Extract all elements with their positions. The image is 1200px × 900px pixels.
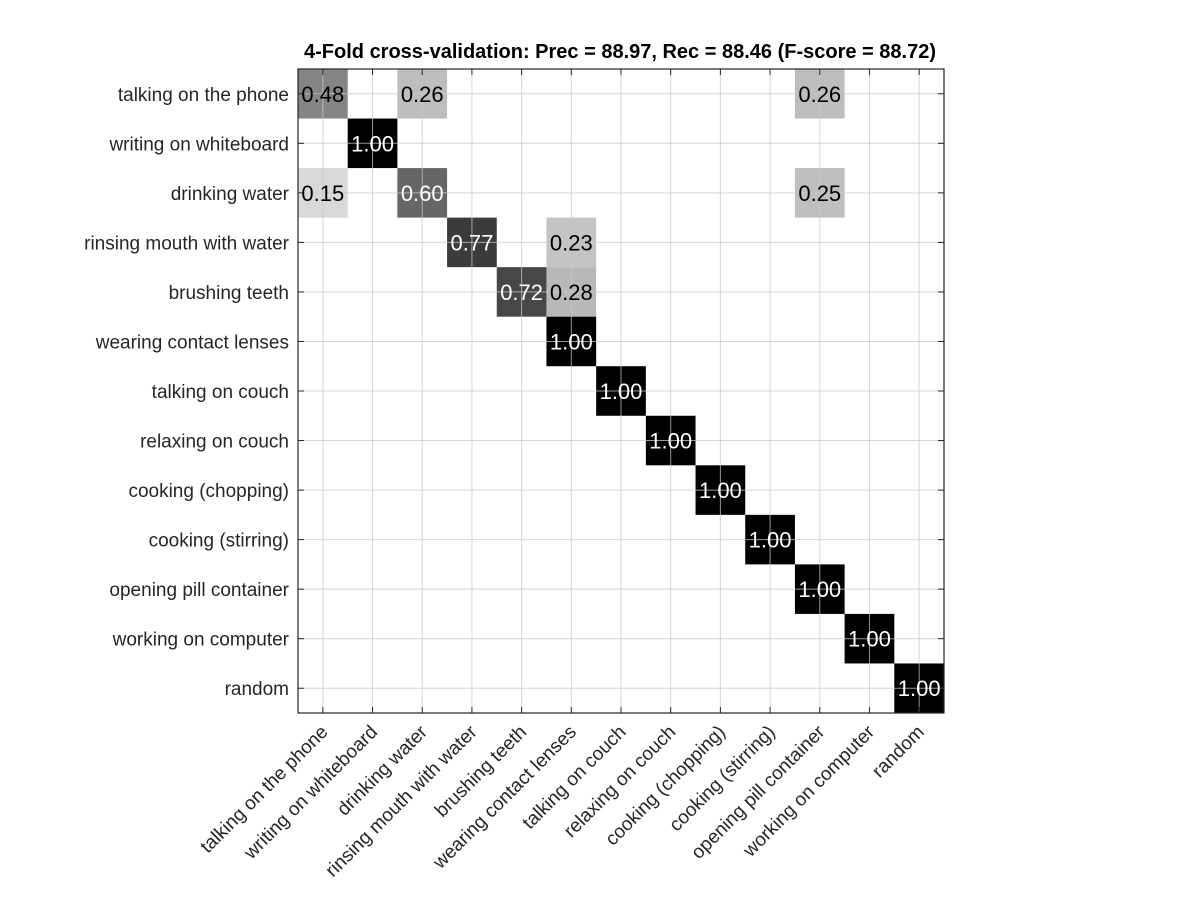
cell-value-label: 1.00 xyxy=(898,676,941,701)
x-tick-label: random xyxy=(868,722,928,782)
y-tick-label: brushing teeth xyxy=(169,283,289,304)
y-tick-label: working on computer xyxy=(112,630,290,651)
cell-value-label: 0.15 xyxy=(301,181,344,206)
cell-value-label: 0.26 xyxy=(798,82,841,107)
cell-value-label: 1.00 xyxy=(550,329,593,354)
cell-value-label: 1.00 xyxy=(798,577,841,602)
cell-value-label: 0.25 xyxy=(798,181,841,206)
y-tick-label: random xyxy=(225,679,289,700)
chart-title: 4-Fold cross-validation: Prec = 88.97, R… xyxy=(304,41,936,63)
cell-value-label: 0.48 xyxy=(301,82,344,107)
plot-frame xyxy=(297,68,945,714)
cell-value-label: 0.72 xyxy=(500,280,543,305)
axis-ticks xyxy=(298,69,944,713)
y-tick-label: talking on couch xyxy=(152,382,289,403)
cell-value-label: 1.00 xyxy=(351,131,394,156)
cell-value-label: 0.23 xyxy=(550,230,593,255)
y-tick-label: cooking (stirring) xyxy=(149,531,289,552)
cell-value-label: 1.00 xyxy=(699,478,742,503)
cell-value-label: 1.00 xyxy=(749,528,792,553)
cell-value-label: 0.60 xyxy=(401,181,444,206)
y-tick-label: relaxing on couch xyxy=(140,432,289,453)
y-tick-label: writing on whiteboard xyxy=(108,134,289,155)
grid-lines xyxy=(298,69,944,713)
y-tick-label: talking on the phone xyxy=(118,85,289,106)
cell-value-label: 1.00 xyxy=(649,429,692,454)
y-tick-label: wearing contact lenses xyxy=(95,332,289,353)
cell-values: 0.48 0.26 0.26 1.00 0.15 0.60 0.25 0.77 0.23 0.72… xyxy=(301,82,940,701)
cell-value-label: 1.00 xyxy=(848,627,891,652)
cell-value-label: 0.77 xyxy=(451,230,494,255)
y-tick-label: rinsing mouth with water xyxy=(84,233,290,254)
y-axis-tick-labels: talking on the phone writing on whiteboar… xyxy=(84,85,290,700)
y-tick-label: drinking water xyxy=(171,184,290,205)
y-tick-label: opening pill container xyxy=(109,580,289,601)
cell-value-label: 0.28 xyxy=(550,280,593,305)
cell-value-label: 1.00 xyxy=(600,379,643,404)
cell-value-label: 0.26 xyxy=(401,82,444,107)
y-tick-label: cooking (chopping) xyxy=(128,481,289,502)
